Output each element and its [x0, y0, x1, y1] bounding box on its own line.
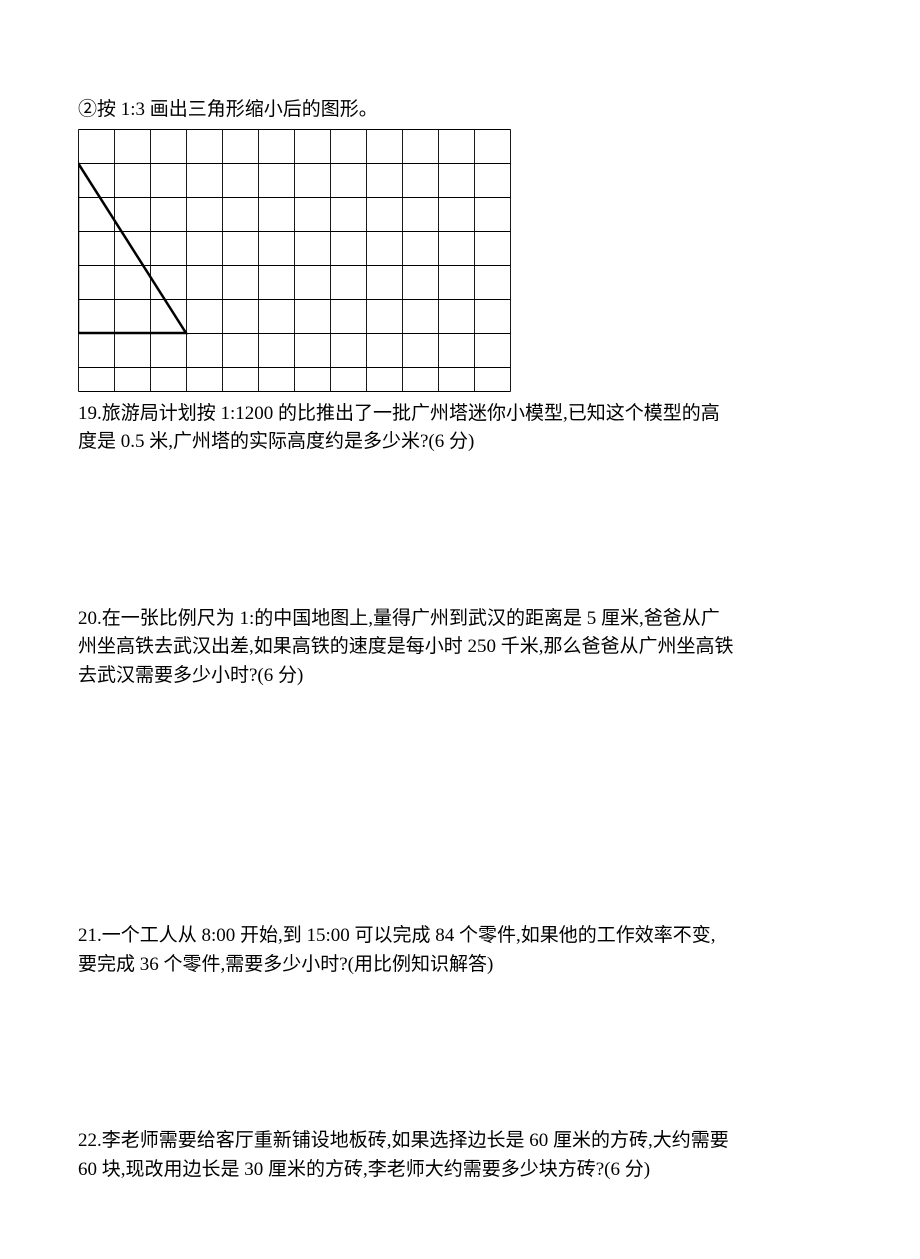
q22-line2: 60 块,现改用边长是 30 厘米的方砖,李老师大约需要多少块方砖?(6 分)	[78, 1156, 842, 1185]
question-19: 19.旅游局计划按 1:1200 的比推出了一批广州塔迷你小模型,已知这个模型的…	[78, 400, 842, 457]
grid-svg	[78, 129, 511, 392]
question-20: 20.在一张比例尺为 1:的中国地图上,量得广州到武汉的距离是 5 厘米,爸爸从…	[78, 605, 842, 691]
q22-line1: 22.李老师需要给客厅重新铺设地板砖,如果选择边长是 60 厘米的方砖,大约需要	[78, 1127, 842, 1156]
q19-line1: 19.旅游局计划按 1:1200 的比推出了一批广州塔迷你小模型,已知这个模型的…	[78, 400, 842, 429]
q20-line1: 20.在一张比例尺为 1:的中国地图上,量得广州到武汉的距离是 5 厘米,爸爸从…	[78, 605, 842, 634]
q19-line2: 度是 0.5 米,广州塔的实际高度约是多少米?(6 分)	[78, 428, 842, 457]
q21-line2: 要完成 36 个零件,需要多少小时?(用比例知识解答)	[78, 951, 842, 980]
q21-line1: 21.一个工人从 8:00 开始,到 15:00 可以完成 84 个零件,如果他…	[78, 922, 842, 951]
instruction-text: ②按 1:3 画出三角形缩小后的图形。	[78, 96, 842, 125]
q20-line3: 去武汉需要多少小时?(6 分)	[78, 662, 842, 691]
question-22: 22.李老师需要给客厅重新铺设地板砖,如果选择边长是 60 厘米的方砖,大约需要…	[78, 1127, 842, 1184]
grid-figure	[78, 129, 842, 392]
q20-line2: 州坐高铁去武汉出差,如果高铁的速度是每小时 250 千米,那么爸爸从广州坐高铁	[78, 633, 842, 662]
question-21: 21.一个工人从 8:00 开始,到 15:00 可以完成 84 个零件,如果他…	[78, 922, 842, 979]
